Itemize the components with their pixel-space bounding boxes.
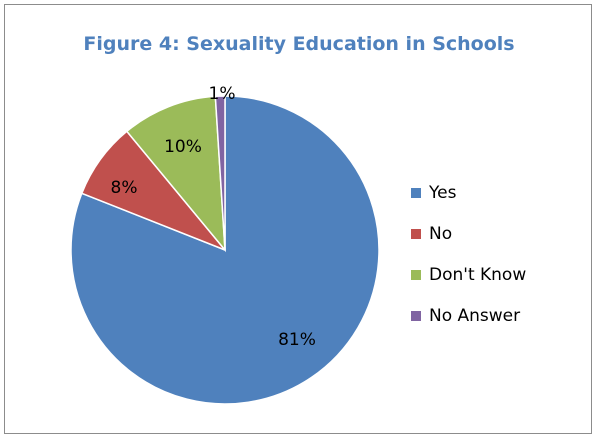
legend-item-yes: Yes (411, 172, 526, 213)
legend-item-dont-know: Don't Know (411, 254, 526, 295)
legend-label-yes: Yes (429, 182, 457, 203)
pie-label-yes: 81% (278, 330, 316, 350)
pie-slice-dont-know (125, 95, 226, 253)
legend-item-no: No (411, 213, 526, 254)
legend-label-no: No (429, 223, 453, 244)
pie-labels: 81% 8% 10% 1% (111, 84, 316, 350)
pie-slices (70, 95, 380, 405)
legend-label-dont-know: Don't Know (429, 264, 527, 285)
pie-label-no: 8% (111, 178, 138, 198)
pie-label-no-answer: 1% (209, 84, 236, 104)
legend: Yes No Don't Know No Answer (411, 172, 526, 336)
legend-swatch-dont-know (411, 269, 421, 280)
pie-slice-no-answer (214, 95, 226, 251)
legend-swatch-no-answer (411, 310, 421, 321)
chart-title: Figure 4: Sexuality Education in Schools (83, 33, 515, 55)
legend-label-no-answer: No Answer (429, 305, 521, 326)
legend-item-no-answer: No Answer (411, 295, 526, 336)
legend-swatch-no (411, 228, 421, 239)
pie-label-dont-know: 10% (164, 137, 202, 157)
legend-swatch-yes (411, 187, 421, 198)
